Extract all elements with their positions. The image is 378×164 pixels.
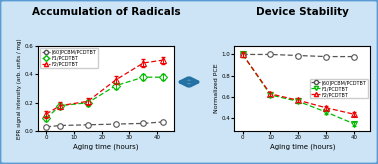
Y-axis label: EPR signal intensity (arb. units / mg): EPR signal intensity (arb. units / mg) bbox=[17, 38, 22, 139]
X-axis label: Aging time (hours): Aging time (hours) bbox=[270, 143, 335, 150]
Legend: [60]PCBM/PCDTBT, F1/PCDTBT, F2/PCDTBT: [60]PCBM/PCDTBT, F1/PCDTBT, F2/PCDTBT bbox=[40, 48, 98, 68]
Text: Device Stability: Device Stability bbox=[256, 7, 349, 17]
Y-axis label: Normalized PCE: Normalized PCE bbox=[214, 64, 218, 113]
Legend: [60]PCBM/PCDTBT, F1/PCDTBT, F2/PCDTBT: [60]PCBM/PCDTBT, F1/PCDTBT, F2/PCDTBT bbox=[310, 79, 368, 99]
X-axis label: Aging time (hours): Aging time (hours) bbox=[73, 143, 139, 150]
FancyArrowPatch shape bbox=[180, 78, 198, 86]
Text: Accumulation of Radicals: Accumulation of Radicals bbox=[31, 7, 180, 17]
